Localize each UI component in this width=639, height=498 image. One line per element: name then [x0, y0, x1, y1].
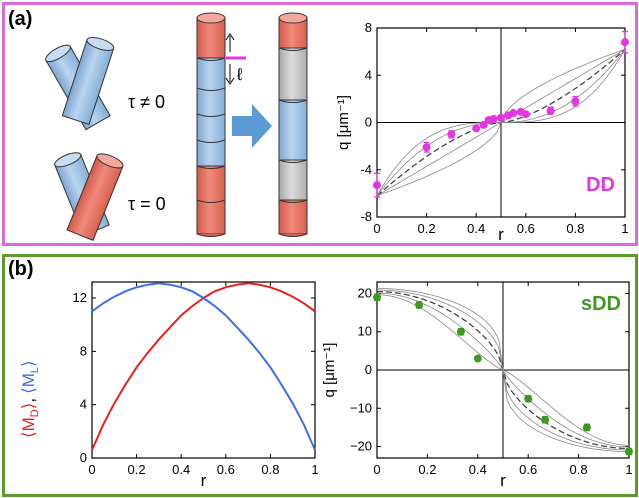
panel-a-label: (a)	[8, 8, 33, 30]
tau-nonzero-pair	[45, 37, 115, 131]
ell-label: ℓ	[236, 65, 243, 84]
tau-zero-label: τ = 0	[128, 194, 166, 214]
stacked-column-right	[278, 12, 308, 237]
tau-nonzero-label: τ ≠ 0	[128, 92, 165, 112]
panel-b	[2, 254, 638, 497]
transform-arrow	[232, 104, 272, 148]
stacked-column-left	[196, 12, 226, 237]
tau-zero-pair	[54, 152, 124, 241]
panel-a	[2, 2, 638, 246]
panel-b-label: (b)	[8, 258, 34, 280]
ell-marker	[225, 33, 246, 85]
